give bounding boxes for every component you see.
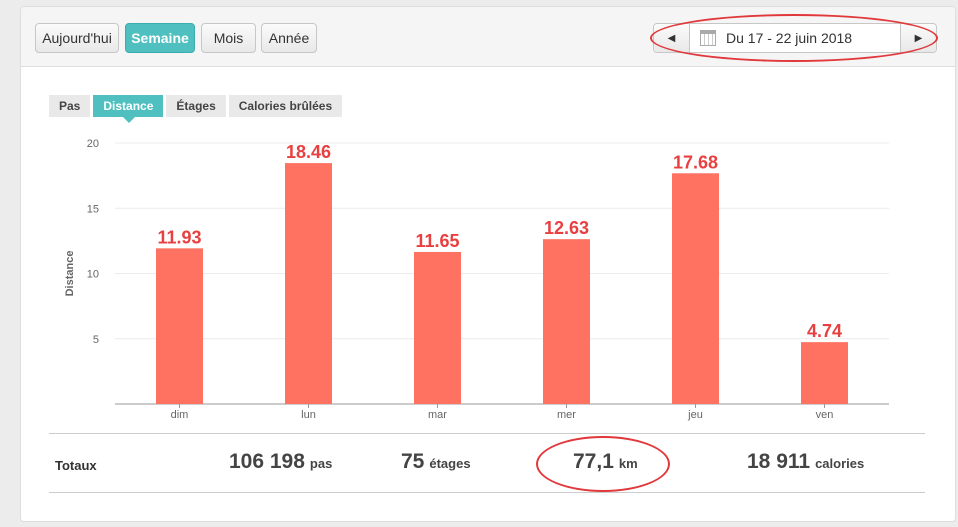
y-tick-label: 15 xyxy=(87,203,99,215)
triangle-left-icon: ◀ xyxy=(667,32,676,44)
bar-jeu xyxy=(672,173,719,404)
total-floors: 75 étages xyxy=(401,450,471,474)
triangle-right-icon: ▶ xyxy=(914,32,923,44)
bar-value-label: 12.63 xyxy=(544,218,589,238)
y-tick-label: 10 xyxy=(87,269,99,281)
tab-calories[interactable]: Calories brûlées xyxy=(228,95,343,117)
tab-year[interactable]: Année xyxy=(261,23,317,53)
tab-week[interactable]: Semaine xyxy=(125,23,195,53)
bar-value-label: 11.65 xyxy=(415,231,459,251)
bar-value-label: 11.93 xyxy=(157,227,201,247)
total-calories: 18 911 calories xyxy=(747,450,864,474)
distance-bar-chart: 5 10 15 20 Distance 11.93 dim 18.46 lun 11.65 mar 1… xyxy=(64,138,889,421)
bar-mar xyxy=(414,251,461,404)
total-calories-value: 18 911 xyxy=(747,450,811,473)
total-distance: 77,1 km xyxy=(573,450,638,474)
tab-steps[interactable]: Pas xyxy=(49,95,91,117)
y-tick-label: 20 xyxy=(87,138,99,150)
x-tick-label: lun xyxy=(301,409,316,421)
tab-today[interactable]: Aujourd'hui xyxy=(35,23,119,53)
bar-value-label: 4.74 xyxy=(807,321,842,341)
total-calories-unit: calories xyxy=(815,456,865,471)
tab-distance[interactable]: Distance xyxy=(93,95,164,123)
y-axis-label: Distance xyxy=(64,251,76,297)
metric-tabs: Pas Distance Étages Calories brûlées xyxy=(49,95,343,123)
date-range-label: Du 17 - 22 juin 2018 xyxy=(726,30,853,46)
tab-month[interactable]: Mois xyxy=(201,23,256,53)
next-period-button[interactable]: ▶ xyxy=(900,24,936,52)
total-distance-value: 77,1 xyxy=(573,450,614,473)
bar-value-label: 18.46 xyxy=(286,142,331,162)
totals-row: Totaux 106 198 pas 75 étages 77,1 km 18 … xyxy=(49,433,925,493)
bar-mer xyxy=(543,239,590,404)
total-distance-unit: km xyxy=(618,456,638,471)
bar-ven xyxy=(801,342,848,404)
bar-lun xyxy=(285,163,332,404)
prev-period-button[interactable]: ◀ xyxy=(654,24,690,52)
calendar-icon xyxy=(700,30,716,46)
total-floors-unit: étages xyxy=(429,456,471,471)
x-tick-label: dim xyxy=(171,409,189,421)
x-tick-label: jeu xyxy=(687,409,703,421)
toolbar: Aujourd'hui Semaine Mois Année ◀ Du 17 -… xyxy=(21,7,955,67)
bar-value-label: 17.68 xyxy=(673,152,718,172)
total-steps-unit: pas xyxy=(309,456,333,471)
date-range-picker: ◀ Du 17 - 22 juin 2018 ▶ xyxy=(653,23,937,53)
tab-floors[interactable]: Étages xyxy=(166,95,226,117)
y-tick-label: 5 xyxy=(93,334,99,346)
total-steps: 106 198 pas xyxy=(229,450,332,474)
total-floors-value: 75 xyxy=(401,450,425,473)
x-tick-label: ven xyxy=(816,409,834,421)
x-tick-label: mar xyxy=(428,409,447,421)
total-steps-value: 106 198 xyxy=(229,450,305,473)
activity-card: Aujourd'hui Semaine Mois Année ◀ Du 17 -… xyxy=(20,6,956,522)
date-range-field[interactable]: Du 17 - 22 juin 2018 xyxy=(690,24,900,52)
x-tick-label: mer xyxy=(557,409,576,421)
totals-label: Totaux xyxy=(55,458,97,473)
bar-dim xyxy=(156,248,203,404)
